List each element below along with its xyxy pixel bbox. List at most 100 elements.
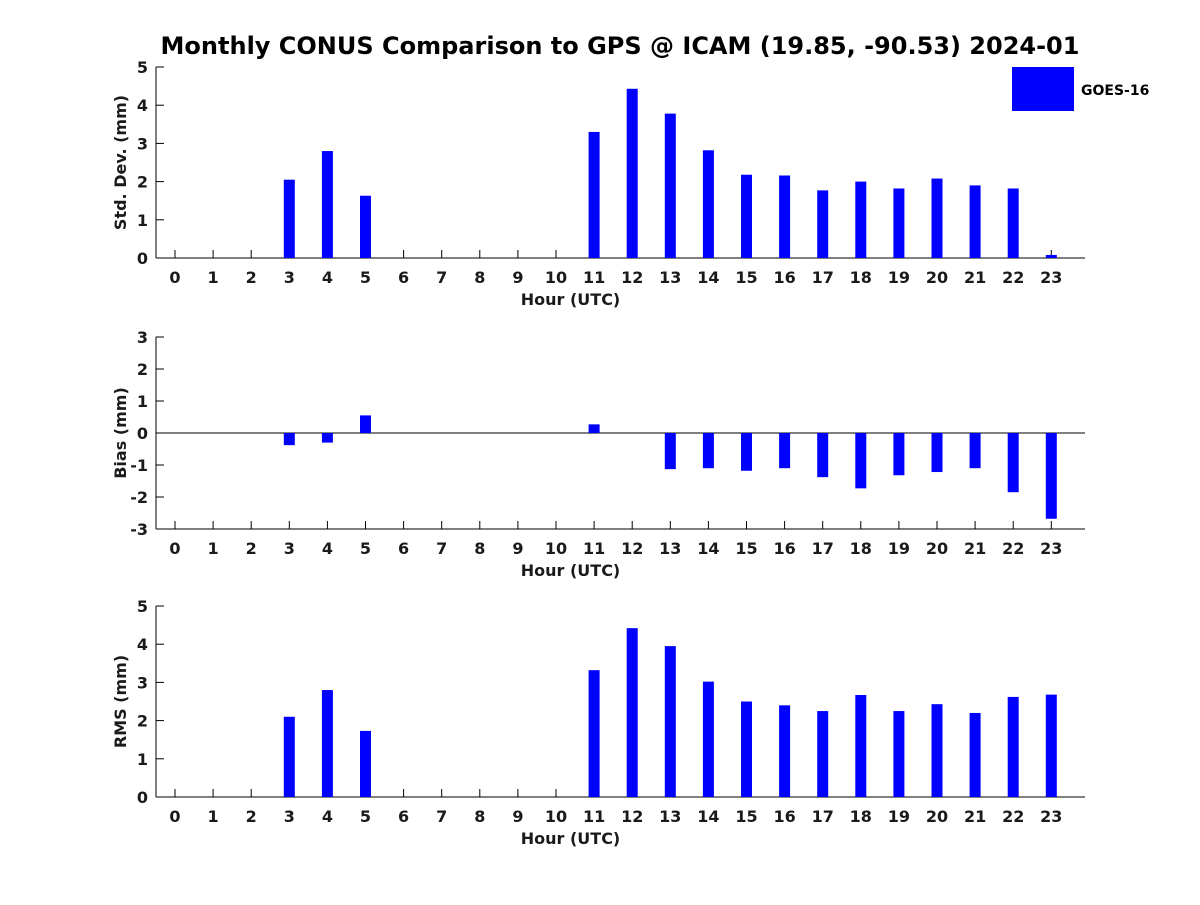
bar-hour-17 [817, 711, 829, 797]
bar-hour-11 [588, 670, 600, 797]
bar-hour-21 [969, 712, 981, 797]
x-tick-label: 21 [964, 539, 986, 558]
x-tick-label: 9 [512, 539, 523, 558]
bar-hour-11 [588, 424, 600, 433]
x-axis-label: Hour (UTC) [521, 561, 621, 580]
y-tick-label: 1 [137, 392, 148, 411]
x-tick-label: 19 [888, 539, 910, 558]
bar-hour-21 [969, 185, 981, 258]
x-tick-label: 7 [436, 539, 447, 558]
bar-hour-5 [360, 415, 371, 433]
bar-hour-20 [931, 704, 943, 797]
x-tick-label: 8 [474, 539, 485, 558]
bar-hour-14 [702, 681, 714, 797]
x-tick-label: 2 [246, 539, 257, 558]
bar-hour-4 [321, 433, 333, 443]
bar-hour-4 [321, 690, 333, 797]
bar-hour-12 [626, 88, 638, 258]
y-tick-label: 3 [137, 328, 148, 347]
y-tick-label: -3 [130, 520, 148, 539]
bar-hour-15 [741, 433, 752, 471]
x-tick-label: 4 [322, 539, 333, 558]
x-tick-label: 21 [964, 268, 986, 287]
bar-hour-3 [283, 179, 295, 258]
x-tick-label: 15 [735, 268, 757, 287]
bar-hour-22 [1007, 188, 1019, 258]
x-tick-label: 7 [436, 268, 447, 287]
x-tick-label: 5 [360, 268, 371, 287]
y-tick-label: 0 [137, 788, 148, 807]
bar-hour-3 [283, 433, 295, 446]
chart-title: Monthly CONUS Comparison to GPS @ ICAM (… [161, 32, 1080, 60]
x-axis-label: Hour (UTC) [521, 290, 621, 309]
y-axis-label: Bias (mm) [111, 387, 130, 479]
y-tick-label: 5 [137, 597, 148, 616]
x-tick-label: 9 [512, 807, 523, 826]
bar-hour-23 [1045, 433, 1057, 519]
x-tick-label: 11 [583, 268, 605, 287]
x-tick-label: 15 [735, 807, 757, 826]
x-tick-label: 5 [360, 539, 371, 558]
x-tick-label: 16 [773, 539, 795, 558]
x-tick-label: 3 [284, 807, 295, 826]
bar-hour-17 [817, 190, 829, 258]
x-tick-label: 6 [398, 268, 409, 287]
x-tick-label: 16 [773, 268, 795, 287]
x-tick-label: 18 [850, 807, 872, 826]
y-tick-label: 4 [137, 635, 148, 654]
bar-hour-23 [1045, 694, 1057, 797]
bar-hour-13 [664, 646, 676, 797]
x-tick-label: 2 [246, 268, 257, 287]
x-tick-label: 2 [246, 807, 257, 826]
x-tick-label: 18 [850, 539, 872, 558]
bar-hour-5 [360, 195, 371, 258]
x-tick-label: 12 [621, 807, 643, 826]
x-tick-label: 10 [545, 539, 567, 558]
y-tick-label: 1 [137, 750, 148, 769]
x-tick-label: 3 [284, 539, 295, 558]
x-tick-label: 22 [1002, 268, 1024, 287]
bar-hour-12 [626, 628, 638, 797]
x-tick-label: 19 [888, 807, 910, 826]
x-tick-label: 6 [398, 539, 409, 558]
x-tick-label: 23 [1040, 268, 1062, 287]
x-tick-label: 5 [360, 807, 371, 826]
x-tick-label: 14 [697, 539, 719, 558]
y-tick-label: -1 [130, 456, 148, 475]
legend-label-goes-16: GOES-16 [1081, 83, 1149, 99]
x-tick-label: 4 [322, 807, 333, 826]
x-tick-label: 1 [208, 807, 219, 826]
x-tick-label: 9 [512, 268, 523, 287]
y-axis-label: RMS (mm) [111, 655, 130, 748]
x-tick-label: 17 [812, 539, 834, 558]
legend: GOES-16 [1012, 67, 1149, 111]
x-tick-label: 0 [169, 268, 180, 287]
x-tick-label: 20 [926, 807, 948, 826]
x-tick-label: 23 [1040, 539, 1062, 558]
x-tick-label: 0 [169, 539, 180, 558]
x-tick-label: 11 [583, 807, 605, 826]
x-tick-label: 20 [926, 539, 948, 558]
bar-hour-16 [779, 433, 791, 469]
x-tick-label: 18 [850, 268, 872, 287]
x-tick-label: 13 [659, 539, 681, 558]
x-tick-label: 8 [474, 807, 485, 826]
x-tick-label: 8 [474, 268, 485, 287]
bar-hour-11 [588, 131, 600, 258]
legend-swatch-goes-16 [1012, 67, 1074, 111]
y-tick-label: 2 [137, 173, 148, 192]
x-tick-label: 22 [1002, 807, 1024, 826]
x-tick-label: 10 [545, 268, 567, 287]
x-tick-label: 4 [322, 268, 333, 287]
x-tick-label: 1 [208, 268, 219, 287]
bar-hour-17 [817, 433, 829, 478]
bar-hour-14 [702, 150, 714, 258]
x-tick-label: 14 [697, 268, 719, 287]
bar-hour-19 [893, 711, 905, 797]
